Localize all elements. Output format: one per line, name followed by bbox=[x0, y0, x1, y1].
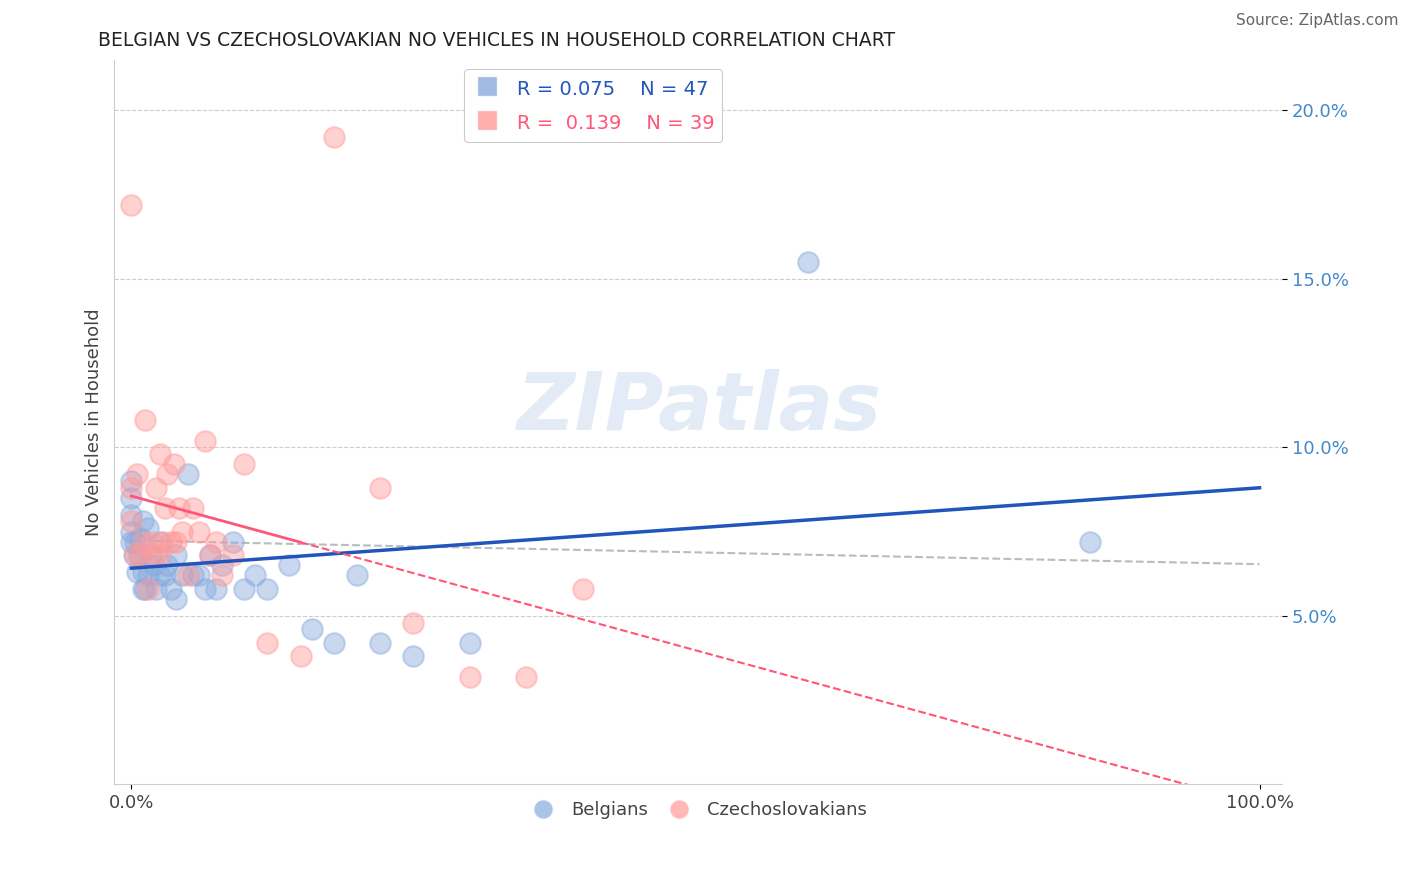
Point bbox=[122, 548, 145, 562]
Point bbox=[148, 548, 170, 562]
Point bbox=[368, 481, 391, 495]
Point bbox=[346, 568, 368, 582]
Point bbox=[323, 130, 346, 145]
Point bbox=[125, 467, 148, 482]
Point bbox=[402, 615, 425, 630]
Point bbox=[148, 568, 170, 582]
Point bbox=[172, 524, 194, 539]
Point bbox=[163, 457, 186, 471]
Point bbox=[134, 413, 156, 427]
Point bbox=[142, 558, 165, 573]
Point bbox=[159, 582, 181, 596]
Point bbox=[301, 623, 323, 637]
Point bbox=[211, 558, 233, 573]
Point bbox=[402, 649, 425, 664]
Legend: Belgians, Czechoslovakians: Belgians, Czechoslovakians bbox=[522, 794, 875, 826]
Point bbox=[129, 548, 152, 562]
Point bbox=[797, 255, 820, 269]
Point bbox=[515, 669, 537, 683]
Point bbox=[145, 582, 167, 596]
Point bbox=[156, 467, 179, 482]
Point bbox=[183, 500, 205, 515]
Point bbox=[139, 548, 162, 562]
Point bbox=[194, 434, 217, 448]
Point bbox=[136, 521, 159, 535]
Point bbox=[148, 447, 170, 461]
Text: ZIPatlas: ZIPatlas bbox=[516, 368, 880, 447]
Point bbox=[145, 481, 167, 495]
Point bbox=[129, 532, 152, 546]
Point bbox=[172, 568, 194, 582]
Point bbox=[120, 534, 142, 549]
Point bbox=[128, 548, 150, 562]
Point bbox=[131, 534, 153, 549]
Point bbox=[131, 582, 153, 596]
Point bbox=[153, 500, 176, 515]
Point bbox=[120, 197, 142, 211]
Point bbox=[323, 636, 346, 650]
Point bbox=[131, 565, 153, 579]
Point bbox=[124, 534, 146, 549]
Text: Source: ZipAtlas.com: Source: ZipAtlas.com bbox=[1236, 13, 1399, 29]
Point bbox=[134, 582, 156, 596]
Point bbox=[205, 534, 228, 549]
Point bbox=[222, 548, 245, 562]
Point bbox=[458, 636, 481, 650]
Point bbox=[152, 534, 174, 549]
Y-axis label: No Vehicles in Household: No Vehicles in Household bbox=[86, 309, 103, 536]
Point bbox=[156, 558, 179, 573]
Point bbox=[256, 582, 278, 596]
Point bbox=[148, 534, 170, 549]
Point bbox=[153, 568, 176, 582]
Point bbox=[125, 565, 148, 579]
Point bbox=[278, 558, 301, 573]
Point bbox=[194, 582, 217, 596]
Point bbox=[290, 649, 312, 664]
Point bbox=[245, 568, 267, 582]
Point bbox=[120, 474, 142, 488]
Point bbox=[177, 568, 200, 582]
Point bbox=[183, 568, 205, 582]
Point bbox=[200, 548, 222, 562]
Point bbox=[120, 524, 142, 539]
Point bbox=[141, 534, 163, 549]
Point bbox=[200, 548, 222, 562]
Point bbox=[136, 582, 159, 596]
Point bbox=[131, 515, 153, 529]
Text: BELGIAN VS CZECHOSLOVAKIAN NO VEHICLES IN HOUSEHOLD CORRELATION CHART: BELGIAN VS CZECHOSLOVAKIAN NO VEHICLES I… bbox=[98, 31, 896, 50]
Point bbox=[120, 491, 142, 505]
Point bbox=[166, 592, 188, 607]
Point bbox=[120, 508, 142, 522]
Point bbox=[368, 636, 391, 650]
Point bbox=[188, 524, 211, 539]
Point bbox=[124, 548, 146, 562]
Point bbox=[211, 568, 233, 582]
Point bbox=[120, 515, 142, 529]
Point bbox=[233, 582, 256, 596]
Point bbox=[166, 548, 188, 562]
Point bbox=[222, 534, 245, 549]
Point bbox=[233, 457, 256, 471]
Point bbox=[167, 500, 190, 515]
Point bbox=[166, 534, 188, 549]
Point bbox=[256, 636, 278, 650]
Point bbox=[458, 669, 481, 683]
Point bbox=[120, 481, 142, 495]
Point bbox=[205, 582, 228, 596]
Point bbox=[571, 582, 593, 596]
Point bbox=[142, 548, 165, 562]
Point bbox=[136, 568, 159, 582]
Point bbox=[1078, 534, 1101, 549]
Point bbox=[188, 568, 211, 582]
Point bbox=[159, 534, 181, 549]
Point bbox=[177, 467, 200, 482]
